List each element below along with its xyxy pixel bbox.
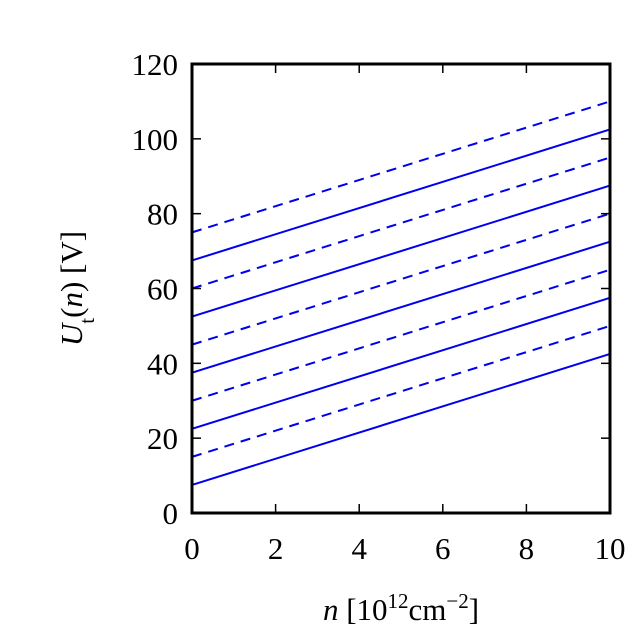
series-line [191, 296, 611, 430]
y-tick-label: 40 [147, 346, 178, 381]
series-line [191, 156, 611, 290]
series-line [191, 268, 611, 402]
series-line [191, 324, 611, 458]
y-axis-label-part: ( [54, 308, 89, 318]
x-tick-label: 0 [184, 531, 200, 566]
x-tick-label: 6 [435, 531, 451, 566]
y-tick-label: 120 [132, 47, 179, 82]
x-axis-label-part: n [323, 592, 339, 627]
series-line [191, 240, 611, 374]
series-line [191, 212, 611, 346]
y-axis-label-part: U [54, 321, 89, 346]
x-tick-label: 4 [351, 531, 367, 566]
y-axis-label-part: t [75, 318, 99, 324]
x-tick-label: 8 [519, 531, 535, 566]
x-axis-label-part: −2 [446, 589, 468, 613]
series-line [191, 353, 611, 486]
x-axis-label: n [1012cm−2] [323, 589, 479, 627]
y-tick-label: 100 [132, 122, 179, 157]
y-tick-label: 20 [147, 421, 178, 456]
y-tick-label: 80 [147, 197, 178, 232]
y-tick-label: 0 [163, 496, 179, 531]
y-axis-label: Ut(n) [V] [54, 231, 99, 346]
series-line [191, 184, 611, 318]
x-axis-label-part: 12 [388, 589, 409, 613]
series-line [191, 100, 611, 234]
series-line [191, 128, 611, 262]
x-tick-label: 2 [268, 531, 284, 566]
y-tick-label: 60 [147, 272, 178, 307]
x-axis-label-part: ] [469, 592, 479, 627]
x-axis-label-part: cm [409, 592, 447, 627]
plot-frame [190, 62, 612, 515]
y-axis-label-part: ) [V] [54, 231, 89, 292]
y-axis-label-part: n [54, 292, 89, 308]
x-tick-label: 10 [595, 531, 626, 566]
x-axis-label-part: [10 [338, 592, 387, 627]
